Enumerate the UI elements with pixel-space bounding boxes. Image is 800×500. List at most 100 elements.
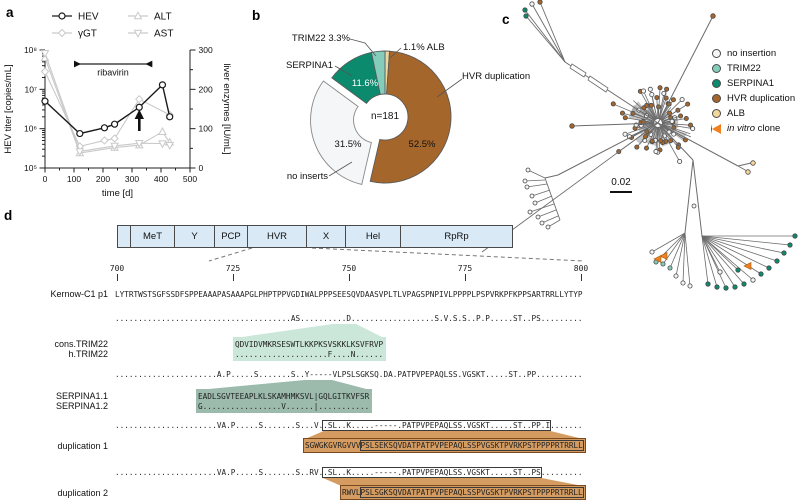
- tree-tip-hvr: [643, 145, 649, 151]
- genome-segment-met: MeT: [130, 225, 175, 248]
- trim22-insert-box: [233, 337, 386, 361]
- genome-diagram: MeT Y PCP HVR X Hel RpRp: [117, 225, 513, 248]
- triangle-down-marker-icon: [165, 141, 175, 151]
- panel-a-label: a: [6, 5, 14, 20]
- tree-tip-none: [669, 118, 675, 124]
- ruler-750: 750: [341, 264, 357, 273]
- serpina1-insert-1: EADLSGVTEEAPLKLSKAMHMKSVL|GQLGITKVFSR: [198, 392, 370, 401]
- tree-tip-serp: [705, 281, 711, 287]
- row-label-reference: Kernow-C1 p1: [50, 289, 108, 299]
- panel-a-line-chart: HEV γGT ALT AST 0 100 200 300 400 500 10⁵ 10⁶ 10⁷ 10…: [3, 11, 232, 199]
- slice-pct-no-inserts: 31.5%: [334, 139, 362, 150]
- genome-segment-hel: Hel: [345, 225, 401, 248]
- dup2-prefix: ......................VA.P.....S.......S…: [115, 468, 324, 477]
- svg-text:10⁷: 10⁷: [24, 84, 37, 94]
- duplication1-insert-box: [303, 438, 586, 453]
- svg-text:HEV: HEV: [78, 12, 99, 23]
- genome-segment-pcp: PCP: [214, 225, 248, 248]
- tree-tip-hvr: [634, 144, 640, 150]
- tree-tip-none: [671, 131, 677, 137]
- ribavirin-left-arrowhead-icon: [74, 60, 81, 68]
- panel-c-label: c: [502, 12, 510, 27]
- tree-tip-serp: [781, 250, 787, 256]
- triangle-down-marker-icon: [40, 49, 50, 59]
- tree-tip-none: [649, 249, 655, 255]
- trim22-variant-row: ......................................AS…: [115, 314, 583, 323]
- tree-tip-hvr: [663, 95, 669, 101]
- legend-label-italic: in vitro: [727, 123, 755, 134]
- tree-branches: [481, 0, 798, 291]
- tree-tip-none: [649, 92, 655, 98]
- in-vitro-clone-triangle-icon: [711, 124, 721, 134]
- triangle-down-marker-icon: [158, 140, 167, 149]
- tree-tip-serp: [741, 281, 747, 287]
- circle-marker-icon: [41, 97, 49, 105]
- series-AST: [40, 49, 175, 157]
- series-HEV: [41, 81, 174, 138]
- serpina1-insert-box: [196, 389, 372, 413]
- in-vitro-clone-triangle-icon: [653, 255, 662, 263]
- legend-label: no insertion: [727, 48, 777, 59]
- svg-text:10⁸: 10⁸: [24, 45, 37, 55]
- svg-text:0: 0: [43, 174, 48, 184]
- ruler-tick: [233, 274, 234, 281]
- panel-a-legend: HEV γGT ALT AST: [52, 11, 173, 40]
- panel-b-donut-chart: [310, 38, 463, 185]
- row-label-serpina1-2: SERPINA1.2: [55, 401, 108, 411]
- duplication1-insert-seq: SGWGKGVRGVVVPSLSEKSQVDATPATPVPEPAQLSSPVG…: [305, 440, 584, 451]
- tree-tip-hvr: [619, 110, 625, 116]
- tree-tip-none: [525, 167, 531, 173]
- tree-tip-hvr: [537, 0, 543, 5]
- duplication1-wedge: [305, 431, 583, 439]
- triangle-up-marker-icon: [133, 11, 143, 20]
- donut-center-count: n=181: [370, 111, 400, 122]
- tree-tip-serp: [792, 233, 798, 239]
- no-insertion-circle-icon: [712, 49, 721, 58]
- legend-label: ALB: [727, 108, 745, 119]
- tree-tip-hvr: [622, 115, 628, 121]
- tree-tip-trim: [660, 261, 666, 267]
- tree-tip-serp: [735, 267, 741, 273]
- svg-text:100: 100: [199, 124, 213, 134]
- tree-tip-hvr: [649, 138, 655, 144]
- duplication2-insert-seq: RWVLPSLSGKSQVDATPATPVPEPAQLSSPVGSKTPVRKP…: [342, 487, 584, 498]
- ruler-tick: [349, 274, 350, 281]
- triangle-down-marker-icon: [134, 140, 144, 149]
- row-label-duplication-2: duplication 2: [57, 488, 108, 498]
- tree-tip-alb: [745, 169, 751, 175]
- trim22-circle-icon: [712, 64, 721, 73]
- tree-tip-hvr: [610, 101, 616, 107]
- circle-marker-icon: [100, 124, 109, 132]
- ruler-700: 700: [109, 264, 125, 273]
- tree-tip-serp: [723, 285, 729, 291]
- panel-c-phylogenetic-tree: [481, 0, 798, 291]
- tree-tip-hvr: [668, 138, 674, 144]
- serpina1-circle-icon: [712, 79, 721, 88]
- tree-tip-serp: [787, 242, 793, 248]
- dup1-suffix: .......: [550, 421, 583, 430]
- tree-tip-alb: [750, 160, 756, 166]
- svg-text:γGT: γGT: [78, 29, 97, 40]
- tree-tip-serp: [714, 284, 720, 290]
- tree-tip-none: [641, 88, 647, 94]
- donut-slice-hvr-duplication: [369, 50, 452, 184]
- tree-scale-value: 0.02: [611, 177, 631, 188]
- donut-slice-no-inserts: [310, 80, 372, 185]
- tree-tip-serp: [758, 271, 764, 277]
- tree-tip-hvr: [683, 115, 689, 121]
- row-label-cons-trim22: cons.TRIM22: [54, 339, 108, 349]
- svg-text:100: 100: [67, 174, 81, 184]
- row-label-serpina1-1: SERPINA1.1: [55, 391, 108, 401]
- diamond-marker-icon: [135, 94, 144, 104]
- dup1-duplicated-region: .SL..K.....-----.PATPVPEPAQLSS.VGSKT....…: [322, 420, 552, 431]
- ruler-725: 725: [225, 264, 241, 273]
- row-label-h-trim22: h.TRIM22: [68, 349, 108, 359]
- tree-tip-none: [529, 193, 535, 199]
- tree-tip-serp: [774, 258, 780, 264]
- svg-text:200: 200: [96, 174, 110, 184]
- tree-tip-none: [535, 214, 541, 220]
- ruler-775: 775: [457, 264, 473, 273]
- slice-label-trim22: TRIM22 3.3%: [291, 33, 350, 44]
- serpina1-insert-2: G.................V......|...........: [198, 402, 370, 411]
